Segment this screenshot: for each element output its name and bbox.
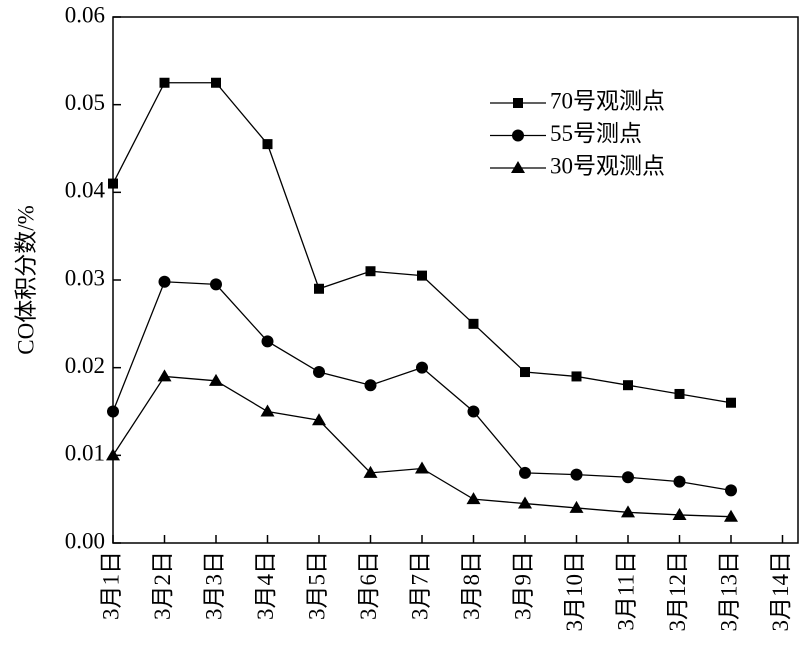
marker — [210, 278, 222, 291]
marker — [261, 335, 274, 348]
marker — [106, 448, 120, 461]
x-tick-label: 3月14日 — [768, 551, 793, 632]
legend-label: 30号观测点 — [550, 153, 665, 178]
marker — [571, 371, 582, 382]
marker — [724, 509, 738, 522]
marker — [512, 129, 524, 142]
x-tick-label: 3月13日 — [716, 551, 741, 632]
x-tick-label: 3月3日 — [201, 551, 226, 620]
marker — [466, 492, 481, 505]
marker — [513, 98, 523, 108]
y-tick-label: 0.04 — [65, 178, 106, 203]
legend-label: 55号测点 — [550, 121, 642, 146]
marker — [107, 405, 119, 418]
y-tick-label: 0.05 — [65, 90, 105, 115]
y-tick-label: 0.00 — [65, 528, 105, 553]
x-tick-label: 3月2日 — [150, 551, 175, 620]
series-line — [112, 281, 732, 492]
marker — [365, 266, 376, 277]
marker — [108, 178, 118, 189]
marker — [570, 468, 583, 481]
marker — [262, 139, 273, 150]
y-tick-label: 0.03 — [65, 265, 105, 290]
marker — [467, 405, 480, 418]
x-tick-label: 3月6日 — [356, 551, 381, 620]
x-tick-label: 3月5日 — [304, 551, 329, 620]
marker — [364, 379, 377, 392]
marker — [416, 361, 428, 374]
marker — [569, 500, 584, 513]
y-tick-label: 0.06 — [65, 2, 105, 27]
marker — [511, 161, 525, 173]
y-axis-label: CO体积分数/% — [13, 205, 38, 355]
marker — [518, 496, 532, 509]
marker — [672, 507, 687, 520]
x-tick-label: 3月11日 — [613, 551, 638, 631]
marker — [314, 283, 324, 294]
marker — [312, 413, 326, 426]
marker — [157, 369, 172, 382]
marker — [159, 77, 170, 88]
marker — [209, 373, 223, 386]
x-tick-label: 3月12日 — [665, 551, 690, 632]
marker — [415, 461, 429, 474]
marker — [621, 505, 635, 518]
x-tick-label: 3月8日 — [459, 551, 484, 620]
marker — [519, 466, 531, 479]
series-line — [112, 375, 732, 518]
marker — [211, 77, 221, 88]
y-tick-label: 0.01 — [65, 441, 105, 466]
marker — [673, 475, 686, 488]
marker — [158, 275, 171, 288]
x-tick-label: 3月9日 — [510, 551, 535, 620]
marker — [520, 367, 530, 378]
marker — [313, 366, 325, 379]
x-tick-label: 3月7日 — [407, 551, 432, 620]
x-tick-label: 3月4日 — [253, 551, 278, 620]
marker — [468, 318, 479, 329]
legend-label: 70号观测点 — [550, 88, 665, 113]
x-tick-label: 3月10日 — [562, 551, 587, 632]
marker — [674, 388, 685, 399]
x-tick-label: 3月1日 — [98, 551, 123, 620]
y-tick-label: 0.02 — [65, 353, 105, 378]
marker — [725, 484, 737, 497]
marker — [622, 471, 634, 484]
marker — [363, 465, 378, 478]
marker — [260, 404, 275, 417]
marker — [623, 380, 633, 391]
marker — [417, 270, 427, 281]
marker — [726, 397, 736, 408]
